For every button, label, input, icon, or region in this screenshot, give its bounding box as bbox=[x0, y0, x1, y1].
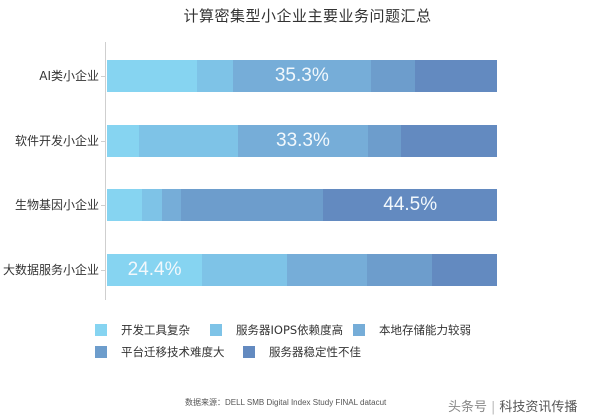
category-label: AI类小企业 bbox=[39, 69, 99, 83]
legend-label: 本地存储能力较弱 bbox=[379, 323, 471, 337]
stacked-bar: 33.3% bbox=[107, 125, 497, 157]
bar-row-biotech: 生物基因小企业 44.5% bbox=[0, 189, 615, 221]
axis-tick bbox=[101, 76, 105, 77]
bar-segment-stability bbox=[401, 125, 497, 157]
bar-segment-dev-tools: 24.4% bbox=[107, 254, 203, 286]
bar-segment-migration bbox=[181, 189, 324, 221]
axis-tick bbox=[101, 270, 105, 271]
value-label: 33.3% bbox=[276, 130, 330, 151]
bar-segment-iops bbox=[202, 254, 288, 286]
legend-swatch bbox=[95, 324, 107, 336]
legend-item-dev-tools: 开发工具复杂 bbox=[95, 322, 190, 338]
legend-label: 开发工具复杂 bbox=[121, 323, 190, 337]
legend-item-iops: 服务器IOPS依赖度高 bbox=[210, 322, 343, 338]
category-label: 生物基因小企业 bbox=[14, 198, 99, 212]
legend-label: 服务器IOPS依赖度高 bbox=[236, 323, 344, 337]
bar-row-ai: AI类小企业 35.3% bbox=[0, 60, 615, 92]
bar-segment-storage bbox=[161, 189, 182, 221]
bar-segment-storage: 33.3% bbox=[238, 125, 368, 157]
bar-segment-dev-tools bbox=[107, 125, 139, 157]
legend-label: 服务器稳定性不佳 bbox=[269, 345, 361, 359]
axis-tick bbox=[101, 205, 105, 206]
watermark-account: 科技资讯传播 bbox=[499, 400, 578, 415]
bar-segment-storage: 35.3% bbox=[232, 60, 371, 92]
bar-segment-migration bbox=[367, 125, 402, 157]
legend-swatch bbox=[210, 324, 222, 336]
axis-tick bbox=[101, 141, 105, 142]
bar-segment-dev-tools bbox=[107, 189, 143, 221]
bar-segment-iops bbox=[138, 125, 239, 157]
bar-row-bigdata: 大数据服务小企业 24.4% bbox=[0, 254, 615, 286]
bar-segment-stability bbox=[414, 60, 497, 92]
legend-item-storage: 本地存储能力较弱 bbox=[353, 322, 471, 338]
bar-row-software: 软件开发小企业 33.3% bbox=[0, 125, 615, 157]
legend-swatch bbox=[353, 324, 365, 336]
y-axis-line bbox=[105, 42, 106, 300]
category-label: 大数据服务小企业 bbox=[2, 263, 99, 277]
value-label: 44.5% bbox=[383, 194, 438, 215]
watermark-platform: 头条号 bbox=[448, 400, 488, 415]
bar-segment-migration bbox=[370, 60, 415, 92]
bar-segment-storage bbox=[287, 254, 368, 286]
legend-item-migration: 平台迁移技术难度大 bbox=[95, 344, 225, 360]
bar-segment-stability: 44.5% bbox=[323, 189, 497, 221]
stacked-bar: 35.3% bbox=[107, 60, 497, 92]
bar-segment-stability bbox=[432, 254, 497, 286]
watermark: 头条号 | 科技资讯传播 bbox=[448, 400, 578, 415]
category-label: 软件开发小企业 bbox=[14, 134, 99, 148]
value-label: 24.4% bbox=[127, 259, 182, 280]
chart-title: 计算密集型小企业主要业务问题汇总 bbox=[183, 7, 432, 25]
bar-segment-iops bbox=[142, 189, 162, 221]
stacked-bar: 44.5% bbox=[107, 189, 497, 221]
bar-segment-migration bbox=[367, 254, 433, 286]
legend-swatch bbox=[243, 346, 255, 358]
stacked-bar: 24.4% bbox=[107, 254, 497, 286]
legend-swatch bbox=[95, 346, 107, 358]
value-label: 35.3% bbox=[274, 65, 329, 86]
bar-segment-dev-tools bbox=[107, 60, 198, 92]
data-source-note: 数据来源：DELL SMB Digital Index Study FINAL … bbox=[185, 398, 387, 407]
bar-segment-iops bbox=[197, 60, 233, 92]
legend-label: 平台迁移技术难度大 bbox=[121, 345, 225, 359]
legend-item-stability: 服务器稳定性不佳 bbox=[243, 344, 361, 360]
